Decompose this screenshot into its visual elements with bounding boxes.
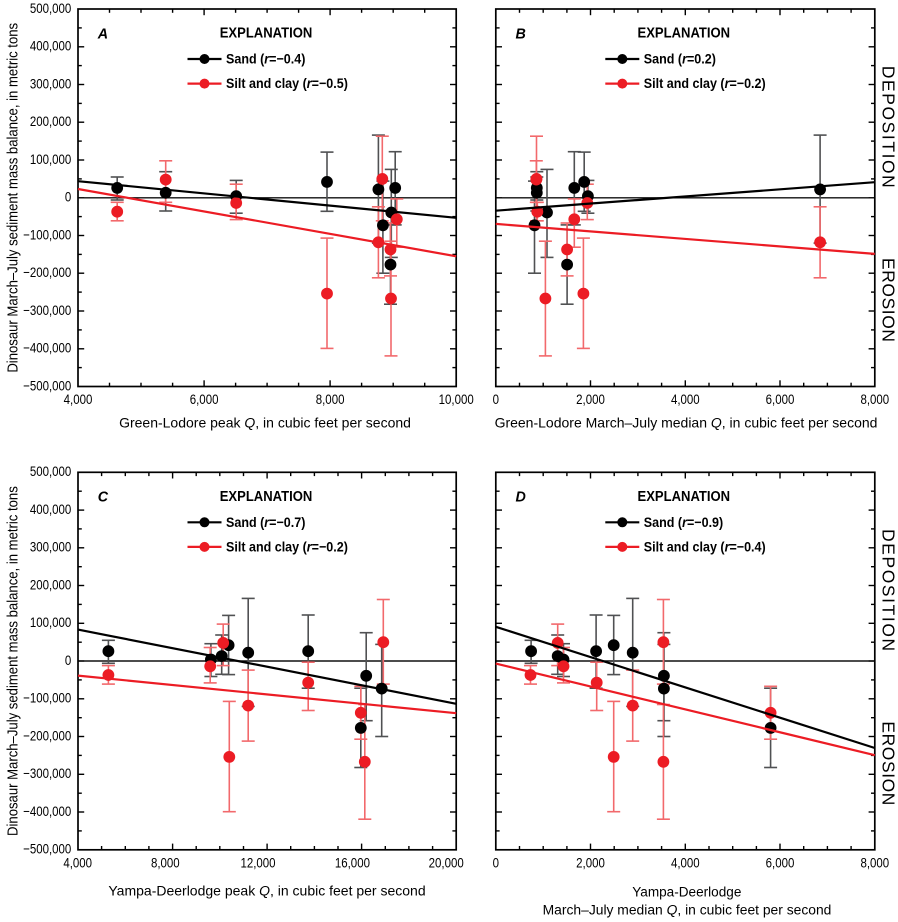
svg-text:12,000: 12,000: [240, 854, 275, 870]
svg-text:8,000: 8,000: [860, 854, 889, 870]
svg-text:Sand (r=−0.7): Sand (r=−0.7): [226, 514, 305, 530]
svg-text:DEPOSITION: DEPOSITION: [879, 66, 898, 190]
svg-text:8,000: 8,000: [860, 391, 889, 407]
svg-text:2,000: 2,000: [576, 854, 605, 870]
svg-text:Dinosaur March–July sediment m: Dinosaur March–July sediment mass balanc…: [4, 486, 21, 836]
svg-text:EROSION: EROSION: [879, 721, 898, 806]
svg-text:500,000: 500,000: [30, 0, 71, 16]
svg-text:400,000: 400,000: [30, 37, 71, 53]
svg-text:500,000: 500,000: [30, 463, 71, 479]
svg-text:Yampa-Deerlodge peak Q, in cub: Yampa-Deerlodge peak Q, in cubic feet pe…: [108, 883, 425, 899]
svg-text:0: 0: [65, 652, 71, 668]
svg-text:Silt and clay (r=−0.5): Silt and clay (r=−0.5): [226, 76, 348, 92]
svg-text:−100,000: −100,000: [23, 226, 71, 242]
svg-text:EXPLANATION: EXPLANATION: [220, 488, 313, 504]
svg-text:−400,000: −400,000: [23, 339, 71, 355]
svg-text:EXPLANATION: EXPLANATION: [638, 488, 731, 504]
svg-text:Green-Lodore peak Q, in cubic: Green-Lodore peak Q, in cubic feet per s…: [119, 414, 411, 430]
svg-text:6,000: 6,000: [766, 391, 795, 407]
svg-text:EROSION: EROSION: [879, 258, 898, 343]
svg-text:4,000: 4,000: [63, 854, 92, 870]
svg-text:Sand (r=0.2): Sand (r=0.2): [644, 51, 716, 67]
svg-text:−500,000: −500,000: [23, 377, 71, 393]
svg-text:300,000: 300,000: [30, 75, 71, 91]
svg-text:Green-Lodore March–July median: Green-Lodore March–July median Q, in cub…: [495, 414, 878, 430]
svg-text:D: D: [516, 490, 526, 506]
svg-text:0: 0: [493, 391, 499, 407]
svg-text:100,000: 100,000: [30, 614, 71, 630]
svg-text:March–July median Q, in cubic: March–July median Q, in cubic feet per s…: [543, 901, 832, 917]
svg-text:EXPLANATION: EXPLANATION: [638, 25, 731, 41]
svg-text:0: 0: [493, 854, 499, 870]
svg-text:200,000: 200,000: [30, 576, 71, 592]
svg-text:Yampa-Deerlodge: Yampa-Deerlodge: [632, 885, 741, 900]
svg-text:100,000: 100,000: [30, 151, 71, 167]
svg-text:Silt and clay (r=−0.2): Silt and clay (r=−0.2): [226, 539, 348, 555]
svg-text:−300,000: −300,000: [23, 302, 71, 318]
svg-text:300,000: 300,000: [30, 539, 71, 555]
svg-text:−200,000: −200,000: [23, 264, 71, 280]
svg-text:Dinosaur March–July sediment m: Dinosaur March–July sediment mass balanc…: [4, 23, 21, 373]
svg-text:4,000: 4,000: [671, 854, 700, 870]
svg-text:0: 0: [65, 189, 71, 205]
svg-text:Silt and clay (r=−0.2): Silt and clay (r=−0.2): [644, 76, 766, 92]
svg-text:4,000: 4,000: [671, 391, 700, 407]
svg-text:Silt and clay (r=−0.4): Silt and clay (r=−0.4): [644, 539, 766, 555]
svg-text:16,000: 16,000: [335, 854, 370, 870]
svg-text:8,000: 8,000: [316, 391, 345, 407]
svg-text:C: C: [98, 490, 109, 506]
svg-text:400,000: 400,000: [30, 501, 71, 517]
svg-text:8,000: 8,000: [151, 854, 180, 870]
svg-text:DEPOSITION: DEPOSITION: [879, 529, 898, 653]
svg-text:Sand (r=−0.4): Sand (r=−0.4): [226, 51, 305, 67]
svg-text:4,000: 4,000: [64, 391, 93, 407]
svg-text:B: B: [516, 26, 526, 42]
svg-text:10,000: 10,000: [439, 391, 474, 407]
svg-text:A: A: [97, 26, 108, 42]
svg-text:200,000: 200,000: [30, 113, 71, 129]
svg-text:−300,000: −300,000: [23, 765, 71, 781]
svg-text:−100,000: −100,000: [23, 690, 71, 706]
svg-text:−500,000: −500,000: [23, 841, 71, 857]
svg-text:−200,000: −200,000: [23, 727, 71, 743]
svg-text:Sand (r=−0.9): Sand (r=−0.9): [644, 514, 723, 530]
svg-text:2,000: 2,000: [576, 391, 605, 407]
svg-text:−400,000: −400,000: [23, 803, 71, 819]
svg-text:20,000: 20,000: [429, 854, 464, 870]
svg-text:EXPLANATION: EXPLANATION: [220, 25, 313, 41]
svg-text:6,000: 6,000: [766, 854, 795, 870]
svg-text:6,000: 6,000: [190, 391, 219, 407]
